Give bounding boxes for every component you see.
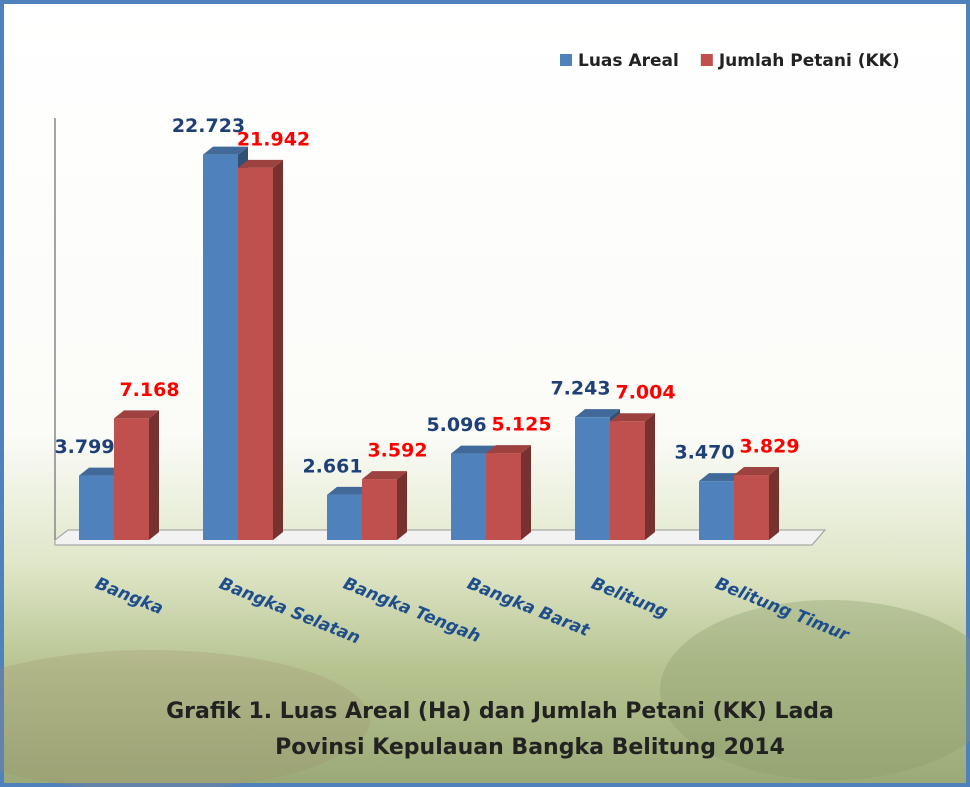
- value-label: 3.470: [674, 442, 734, 464]
- background-blur: [0, 650, 370, 787]
- bar-front: [203, 154, 238, 540]
- bar: [362, 471, 407, 540]
- bar-top: [734, 467, 779, 476]
- bar-front: [575, 417, 610, 540]
- value-label: 22.723: [172, 115, 245, 137]
- bar: [486, 445, 531, 540]
- bar-top: [114, 410, 159, 419]
- legend-label: Luas Areal: [578, 51, 679, 71]
- bar: [610, 413, 655, 540]
- bar-top: [575, 409, 620, 418]
- bar-top: [79, 467, 124, 476]
- bar-top: [610, 413, 655, 422]
- bar-top: [699, 473, 744, 482]
- bar-top: [203, 146, 248, 155]
- value-label: 7.243: [550, 378, 610, 400]
- bar: [114, 410, 159, 540]
- bar: [238, 159, 283, 540]
- bar-front: [451, 453, 486, 540]
- bar-top: [238, 159, 283, 168]
- bar-front: [114, 418, 149, 540]
- bar-side: [149, 410, 159, 540]
- value-label: 3.829: [739, 436, 799, 458]
- bar-side: [769, 467, 779, 540]
- bar-front: [327, 494, 362, 540]
- legend-label: Jumlah Petani (KK): [718, 51, 900, 71]
- value-label: 5.096: [426, 414, 486, 436]
- chart-title: Grafik 1. Luas Areal (Ha) dan Jumlah Pet…: [166, 699, 834, 724]
- bar-front: [699, 481, 734, 540]
- bar-side: [397, 471, 407, 540]
- legend-swatch: [700, 54, 713, 66]
- value-label: 3.799: [54, 436, 114, 458]
- value-label: 7.004: [615, 382, 675, 404]
- bar-top: [362, 471, 407, 480]
- background-blur: [660, 600, 970, 780]
- bar-front: [610, 421, 645, 540]
- value-label: 7.168: [119, 379, 179, 401]
- value-label: 21.942: [237, 128, 310, 150]
- bar-side: [521, 445, 531, 540]
- legend-swatch: [560, 54, 572, 66]
- bar-front: [486, 453, 521, 540]
- value-label: 5.125: [491, 414, 551, 436]
- bar-side: [273, 159, 283, 540]
- value-label: 2.661: [302, 455, 362, 477]
- bar-top: [486, 445, 531, 454]
- bar-front: [734, 475, 769, 540]
- bar-top: [327, 486, 372, 495]
- bar-front: [238, 167, 273, 540]
- bar-front: [362, 479, 397, 540]
- bar-side: [645, 413, 655, 540]
- title: Grafik 1. Luas Areal (Ha) dan Jumlah Pet…: [166, 699, 834, 760]
- bar-front: [79, 475, 114, 540]
- chart-title: Povinsi Kepulauan Bangka Belitung 2014: [275, 735, 785, 760]
- bar-top: [451, 445, 496, 454]
- bar: [734, 467, 779, 540]
- value-label: 3.592: [367, 440, 427, 462]
